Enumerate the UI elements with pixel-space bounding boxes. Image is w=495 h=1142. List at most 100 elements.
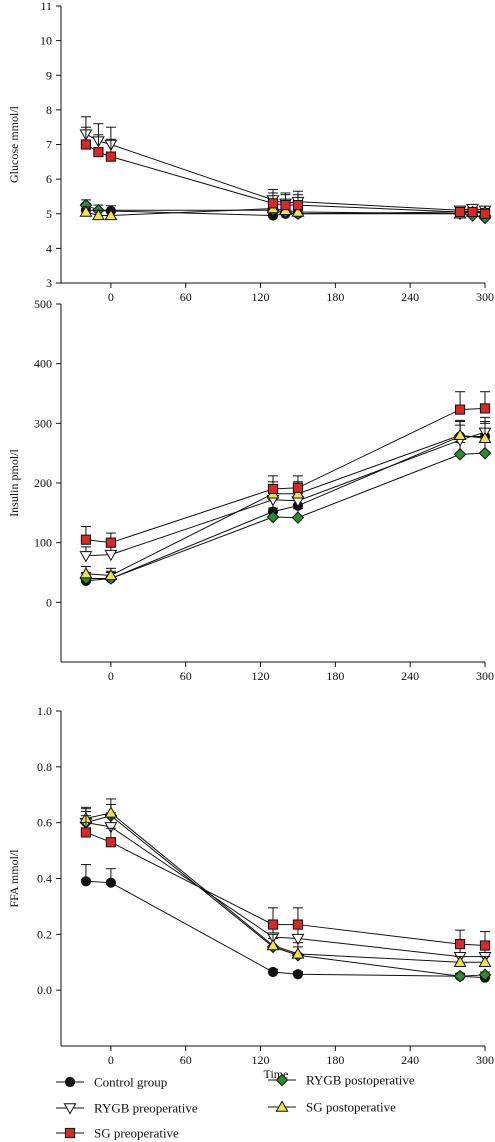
legend: Control group RYGB postoperative RYGB preo… bbox=[56, 1073, 415, 1141]
x-tick-label: 180 bbox=[326, 669, 344, 683]
data-point bbox=[266, 938, 280, 951]
legend-item: RYGB preoperative bbox=[56, 1101, 198, 1116]
y-tick-label: 3 bbox=[46, 276, 52, 290]
y-tick-label: 0.2 bbox=[37, 927, 52, 941]
data-point bbox=[79, 205, 93, 217]
y-tick-label: 10 bbox=[40, 34, 52, 48]
legend-marker bbox=[64, 1076, 76, 1088]
series-rygb-postoperative bbox=[79, 804, 492, 983]
series-line bbox=[85, 815, 486, 977]
y-tick-label: 0.6 bbox=[37, 816, 52, 830]
legend-label: RYGB postoperative bbox=[306, 1073, 415, 1088]
y-axis-label: Insulin pmol/l bbox=[7, 449, 21, 517]
series-sg-preoperative bbox=[80, 391, 491, 548]
x-tick-label: 300 bbox=[476, 669, 494, 683]
data-point bbox=[267, 919, 279, 930]
x-tick-label: 180 bbox=[326, 290, 344, 304]
data-point bbox=[79, 551, 93, 563]
legend-item: SG preoperative bbox=[56, 1126, 179, 1141]
x-tick-label: 0 bbox=[108, 669, 114, 683]
data-point bbox=[478, 968, 492, 982]
x-tick-label: 60 bbox=[180, 669, 192, 683]
y-tick-label: 11 bbox=[40, 0, 52, 13]
y-tick-label: 0.4 bbox=[37, 872, 52, 886]
y-tick-label: 200 bbox=[34, 476, 52, 490]
series-sg-preoperative bbox=[80, 126, 491, 219]
series-line bbox=[85, 831, 486, 946]
data-point bbox=[453, 448, 467, 461]
y-tick-label: 5 bbox=[46, 207, 52, 221]
data-point bbox=[454, 206, 466, 218]
x-tick-label: 240 bbox=[401, 1053, 419, 1067]
y-tick-label: 0.0 bbox=[37, 983, 52, 997]
series-line bbox=[85, 407, 486, 544]
data-point bbox=[453, 428, 467, 440]
legend-label: Control group bbox=[94, 1075, 167, 1090]
data-point bbox=[104, 568, 118, 581]
x-tick-label: 300 bbox=[476, 290, 494, 304]
y-tick-label: 400 bbox=[34, 357, 52, 371]
data-point bbox=[105, 151, 116, 162]
data-point bbox=[267, 483, 279, 495]
data-point bbox=[105, 877, 116, 888]
x-tick-label: 180 bbox=[326, 1053, 344, 1067]
data-point bbox=[105, 537, 116, 548]
y-tick-label: 7 bbox=[46, 138, 52, 152]
data-point bbox=[292, 919, 304, 930]
data-point bbox=[80, 534, 92, 545]
y-axis-label: Glucose mmol/l bbox=[7, 105, 21, 183]
y-tick-label: 0.8 bbox=[37, 760, 52, 774]
legend-item: SG postoperative bbox=[268, 1100, 396, 1115]
data-point bbox=[267, 198, 279, 209]
x-tick-label: 240 bbox=[401, 290, 419, 304]
series-line bbox=[85, 880, 486, 979]
series-line bbox=[85, 452, 486, 579]
chart-panel-1: 3 4 5 6 7 8 9 10 11 0 60 120 180 240 300 Glucose mmol/l bbox=[7, 0, 494, 304]
y-tick-label: 6 bbox=[46, 172, 52, 186]
data-point bbox=[266, 510, 280, 524]
data-point bbox=[291, 511, 305, 524]
legend-marker bbox=[275, 1073, 289, 1087]
data-point bbox=[479, 403, 491, 414]
y-axis-label: FFA mmol/l bbox=[7, 849, 21, 908]
data-point bbox=[79, 567, 93, 579]
x-tick-label: 60 bbox=[180, 290, 192, 304]
data-point bbox=[478, 446, 492, 460]
x-tick-label: 120 bbox=[252, 669, 270, 683]
x-tick-label: 0 bbox=[108, 290, 114, 304]
series-rygb-postoperative bbox=[79, 440, 492, 585]
data-point bbox=[478, 431, 492, 443]
data-point bbox=[80, 876, 92, 887]
chart-panel-3: 0.0 0.2 0.4 0.6 0.8 1.0 0 60 120 180 240 300 FFA mmo… bbox=[7, 704, 494, 1081]
x-tick-label: 120 bbox=[252, 290, 270, 304]
series-line bbox=[85, 434, 486, 576]
series-sg-preoperative bbox=[80, 815, 491, 951]
data-point bbox=[80, 827, 92, 838]
data-point bbox=[479, 940, 491, 951]
series-sg-postoperative bbox=[79, 798, 492, 967]
data-point bbox=[91, 208, 105, 221]
chart-panel-2: 0 100 200 300 400 500 0 60 120 180 240 300 Insulin p… bbox=[7, 297, 494, 683]
legend-label: RYGB preoperative bbox=[94, 1101, 198, 1116]
series-line bbox=[85, 435, 485, 582]
data-point bbox=[93, 147, 104, 158]
data-point bbox=[80, 139, 92, 150]
data-point bbox=[467, 206, 478, 218]
y-tick-label: 100 bbox=[34, 536, 52, 550]
data-point bbox=[454, 939, 466, 950]
data-point bbox=[104, 822, 118, 834]
data-point bbox=[291, 947, 305, 959]
data-point bbox=[291, 487, 305, 499]
data-point bbox=[104, 208, 118, 221]
series-control-group bbox=[80, 864, 491, 983]
x-tick-label: 120 bbox=[252, 1053, 270, 1067]
data-point bbox=[291, 205, 305, 217]
y-tick-label: 0 bbox=[46, 595, 52, 609]
y-tick-label: 9 bbox=[46, 68, 52, 82]
data-point bbox=[104, 806, 118, 818]
x-tick-label: 0 bbox=[108, 1053, 114, 1067]
series-rygb-preoperative bbox=[79, 416, 492, 563]
series-line bbox=[85, 822, 485, 958]
y-tick-label: 4 bbox=[46, 241, 52, 255]
data-point bbox=[479, 208, 491, 219]
